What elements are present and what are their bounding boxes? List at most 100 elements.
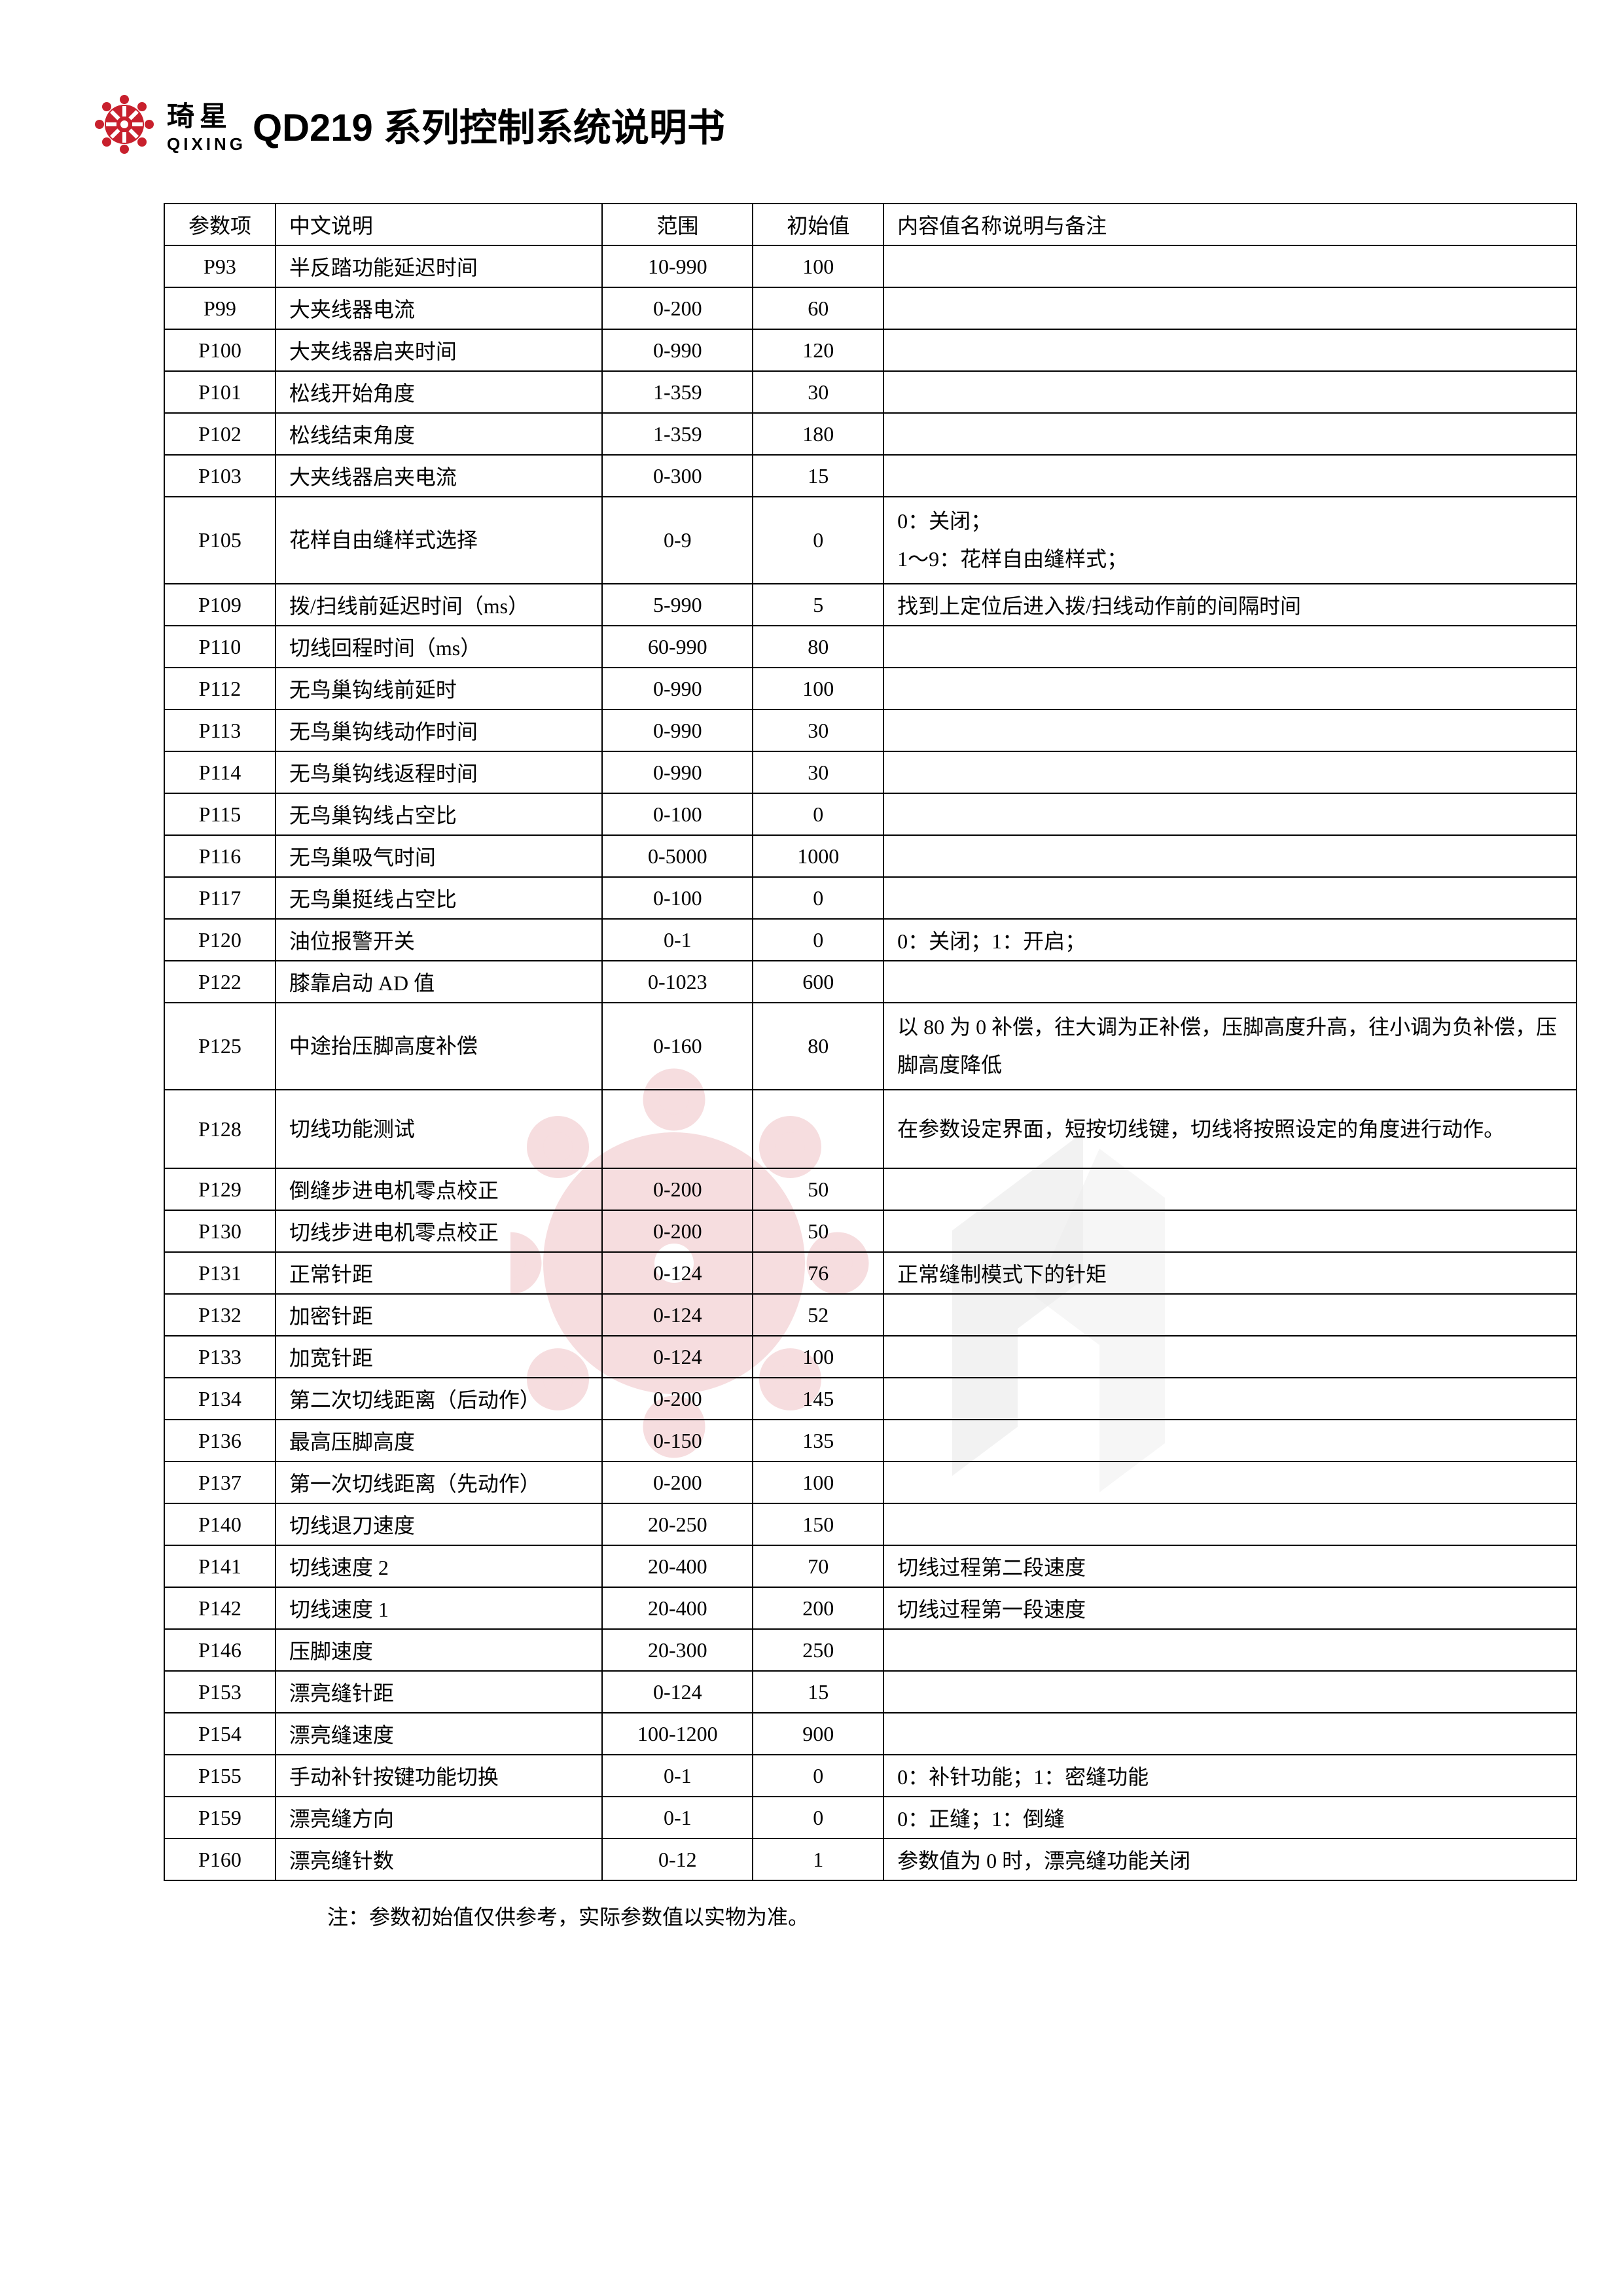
cell-init: 0 xyxy=(753,919,883,961)
table-row: P99大夹线器电流0-20060 xyxy=(164,287,1577,329)
cell-note xyxy=(883,709,1577,751)
cell-desc: 半反踏功能延迟时间 xyxy=(276,245,603,287)
cell-init: 150 xyxy=(753,1503,883,1545)
cell-init: 100 xyxy=(753,1336,883,1378)
table-row: P159漂亮缝方向0-100：正缝；1：倒缝 xyxy=(164,1797,1577,1839)
cell-init: 135 xyxy=(753,1420,883,1462)
cell-init: 120 xyxy=(753,329,883,371)
cell-note: 以 80 为 0 补偿，往大调为正补偿，压脚高度升高，往小调为负补偿，压脚高度降… xyxy=(883,1003,1577,1090)
cell-init xyxy=(753,1090,883,1168)
cell-range: 0-300 xyxy=(602,455,753,497)
cell-range: 100-1200 xyxy=(602,1713,753,1755)
cell-param: P140 xyxy=(164,1503,276,1545)
cell-range: 20-400 xyxy=(602,1587,753,1629)
cell-note xyxy=(883,751,1577,793)
cell-note xyxy=(883,961,1577,1003)
table-row: P153漂亮缝针距0-12415 xyxy=(164,1671,1577,1713)
cell-param: P110 xyxy=(164,626,276,668)
cell-range: 20-300 xyxy=(602,1629,753,1671)
cell-note xyxy=(883,1503,1577,1545)
cell-param: P122 xyxy=(164,961,276,1003)
cell-range: 0-200 xyxy=(602,1462,753,1503)
cell-init: 80 xyxy=(753,1003,883,1090)
cell-desc: 松线开始角度 xyxy=(276,371,603,413)
table-row: P109拨/扫线前延迟时间（ms）5-9905找到上定位后进入拨/扫线动作前的间… xyxy=(164,584,1577,626)
header-note: 内容值名称说明与备注 xyxy=(883,204,1577,245)
table-row: P125中途抬压脚高度补偿0-16080以 80 为 0 补偿，往大调为正补偿，… xyxy=(164,1003,1577,1090)
cell-note xyxy=(883,626,1577,668)
table-row: P112无鸟巢钩线前延时0-990100 xyxy=(164,668,1577,709)
brand-text: 琦星 QIXING xyxy=(167,94,246,154)
cell-param: P93 xyxy=(164,245,276,287)
cell-note xyxy=(883,371,1577,413)
cell-param: P128 xyxy=(164,1090,276,1168)
cell-param: P113 xyxy=(164,709,276,751)
table-row: P140切线退刀速度20-250150 xyxy=(164,1503,1577,1545)
cell-init: 1 xyxy=(753,1839,883,1880)
cell-init: 1000 xyxy=(753,835,883,877)
cell-note xyxy=(883,1210,1577,1252)
cell-note xyxy=(883,793,1577,835)
header-desc: 中文说明 xyxy=(276,204,603,245)
table-row: P114无鸟巢钩线返程时间0-99030 xyxy=(164,751,1577,793)
cell-init: 50 xyxy=(753,1168,883,1210)
cell-desc: 无鸟巢钩线返程时间 xyxy=(276,751,603,793)
cell-note: 0：正缝；1：倒缝 xyxy=(883,1797,1577,1839)
cell-range: 0-200 xyxy=(602,1210,753,1252)
cell-init: 0 xyxy=(753,1755,883,1797)
cell-note: 找到上定位后进入拨/扫线动作前的间隔时间 xyxy=(883,584,1577,626)
table-row: P93半反踏功能延迟时间10-990100 xyxy=(164,245,1577,287)
cell-desc: 松线结束角度 xyxy=(276,413,603,455)
cell-note: 0：关闭；1：开启； xyxy=(883,919,1577,961)
table-row: P131正常针距0-12476正常缝制模式下的针矩 xyxy=(164,1252,1577,1294)
cell-note xyxy=(883,413,1577,455)
cell-init: 250 xyxy=(753,1629,883,1671)
cell-range: 0-124 xyxy=(602,1252,753,1294)
cell-init: 145 xyxy=(753,1378,883,1420)
cell-note xyxy=(883,1671,1577,1713)
cell-init: 200 xyxy=(753,1587,883,1629)
cell-desc: 无鸟巢钩线动作时间 xyxy=(276,709,603,751)
cell-param: P153 xyxy=(164,1671,276,1713)
cell-note xyxy=(883,1420,1577,1462)
table-row: P130切线步进电机零点校正0-20050 xyxy=(164,1210,1577,1252)
cell-param: P137 xyxy=(164,1462,276,1503)
cell-range: 0-200 xyxy=(602,1378,753,1420)
table-row: P101松线开始角度1-35930 xyxy=(164,371,1577,413)
cell-note: 切线过程第一段速度 xyxy=(883,1587,1577,1629)
cell-init: 15 xyxy=(753,1671,883,1713)
cell-desc: 第二次切线距离（后动作） xyxy=(276,1378,603,1420)
cell-desc: 切线功能测试 xyxy=(276,1090,603,1168)
cell-range: 0-12 xyxy=(602,1839,753,1880)
cell-desc: 无鸟巢挺线占空比 xyxy=(276,877,603,919)
table-row: P100大夹线器启夹时间0-990120 xyxy=(164,329,1577,371)
cell-range: 20-400 xyxy=(602,1545,753,1587)
cell-init: 80 xyxy=(753,626,883,668)
cell-param: P155 xyxy=(164,1755,276,1797)
table-row: P122膝靠启动 AD 值0-1023600 xyxy=(164,961,1577,1003)
table-row: P154漂亮缝速度100-1200900 xyxy=(164,1713,1577,1755)
cell-param: P130 xyxy=(164,1210,276,1252)
cell-range: 0-1 xyxy=(602,919,753,961)
cell-init: 0 xyxy=(753,877,883,919)
footnote: 注：参数初始值仅供参考，实际参数值以实物为准。 xyxy=(327,1901,1479,1931)
parameter-table: 参数项 中文说明 范围 初始值 内容值名称说明与备注 P93半反踏功能延迟时间1… xyxy=(164,203,1577,1881)
cell-note xyxy=(883,668,1577,709)
cell-note xyxy=(883,1168,1577,1210)
cell-range: 60-990 xyxy=(602,626,753,668)
cell-range: 1-359 xyxy=(602,413,753,455)
cell-range: 0-990 xyxy=(602,709,753,751)
table-row: P103大夹线器启夹电流0-30015 xyxy=(164,455,1577,497)
cell-desc: 第一次切线距离（先动作） xyxy=(276,1462,603,1503)
cell-init: 76 xyxy=(753,1252,883,1294)
cell-param: P101 xyxy=(164,371,276,413)
cell-note xyxy=(883,1378,1577,1420)
table-row: P102松线结束角度1-359180 xyxy=(164,413,1577,455)
cell-desc: 切线步进电机零点校正 xyxy=(276,1210,603,1252)
cell-param: P105 xyxy=(164,497,276,584)
cell-range xyxy=(602,1090,753,1168)
cell-init: 0 xyxy=(753,1797,883,1839)
cell-init: 100 xyxy=(753,1462,883,1503)
cell-note xyxy=(883,1294,1577,1336)
table-row: P110切线回程时间（ms）60-99080 xyxy=(164,626,1577,668)
